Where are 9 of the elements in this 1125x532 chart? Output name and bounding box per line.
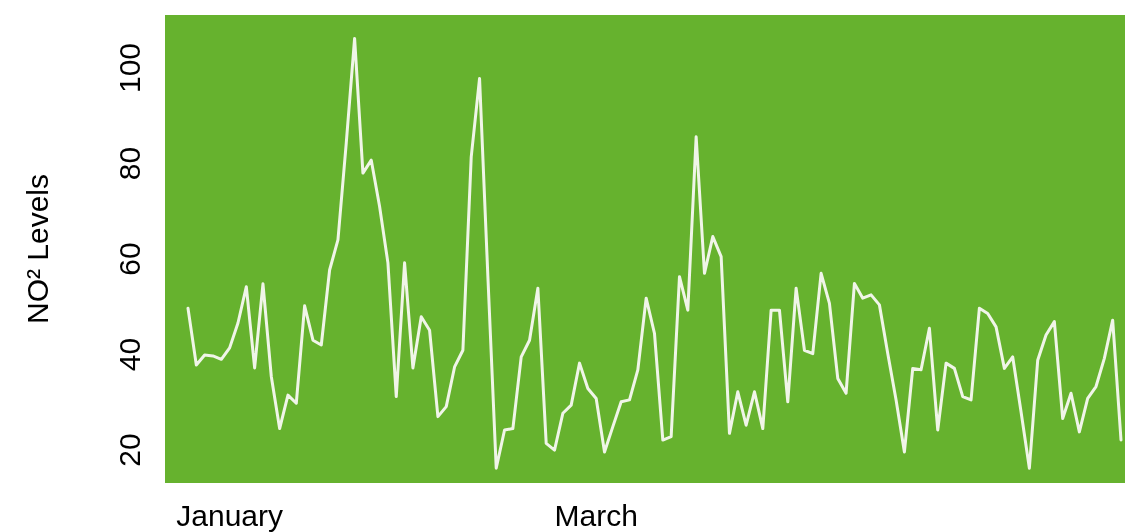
y-tick-label: 40 [113, 337, 146, 372]
y-tick-label: 20 [113, 433, 146, 467]
x-tick-label: March [554, 499, 638, 532]
line-series [186, 36, 1123, 470]
y-tick-label: 80 [113, 146, 146, 181]
y-tick-label: 60 [113, 242, 146, 276]
y-axis-title: NO² Levels [21, 173, 54, 325]
y-tick-label: 100 [113, 42, 146, 94]
x-tick-label: January [176, 499, 284, 532]
